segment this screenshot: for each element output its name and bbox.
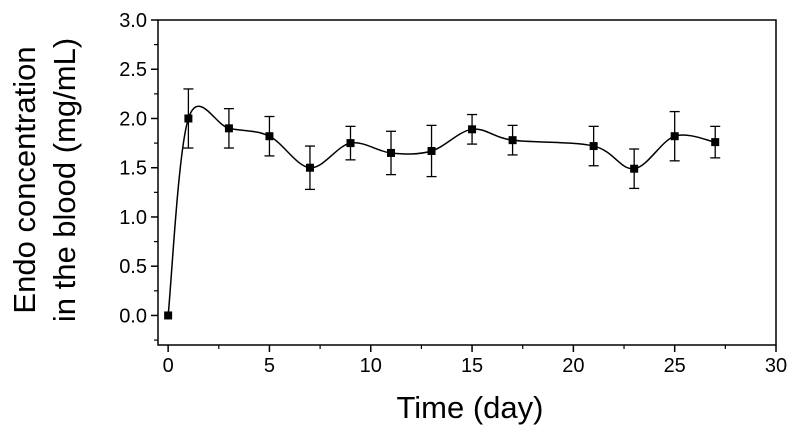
y-tick-label: 0.5	[119, 256, 147, 278]
data-point	[589, 142, 598, 151]
y-tick-label: 1.0	[119, 207, 147, 229]
x-tick-label: 5	[264, 355, 275, 377]
data-point	[164, 311, 173, 320]
x-tick-label: 30	[765, 355, 787, 377]
data-point	[711, 138, 720, 147]
data-point	[630, 164, 639, 173]
plot-frame	[157, 19, 777, 346]
data-point	[184, 114, 193, 123]
data-point	[346, 139, 355, 148]
fit-curve	[167, 105, 716, 316]
x-axis-title: Time (day)	[397, 390, 544, 425]
y-tick-label: 3.0	[119, 10, 147, 32]
y-tick-label: 2.0	[119, 108, 147, 130]
y-tick-label: 1.5	[119, 158, 147, 180]
x-tick-label: 0	[163, 355, 174, 377]
data-point	[427, 146, 436, 155]
x-tick-label: 20	[562, 355, 584, 377]
y-axis-title-line2: in the blood (mg/mL)	[47, 38, 82, 322]
data-point	[387, 148, 396, 157]
data-point	[670, 132, 679, 141]
x-tick-label: 25	[664, 355, 686, 377]
x-tick-label: 15	[461, 355, 483, 377]
y-tick-label: 0.0	[119, 305, 147, 327]
data-point	[508, 136, 517, 145]
y-axis-title-line1: Endo concentration	[7, 46, 42, 313]
data-point	[305, 163, 314, 172]
data-point	[224, 124, 233, 133]
x-tick-label: 10	[360, 355, 382, 377]
plot-area: 0 5 10 15 20 25 30 0.0 0.5 1.0 1.5 2.0 2.5 3.0	[119, 10, 787, 377]
y-tick-label: 2.5	[119, 59, 147, 81]
data-point	[265, 132, 274, 141]
data-point	[468, 125, 477, 134]
y-axis-title: Endo concentration in the blood (mg/mL)	[7, 38, 82, 322]
